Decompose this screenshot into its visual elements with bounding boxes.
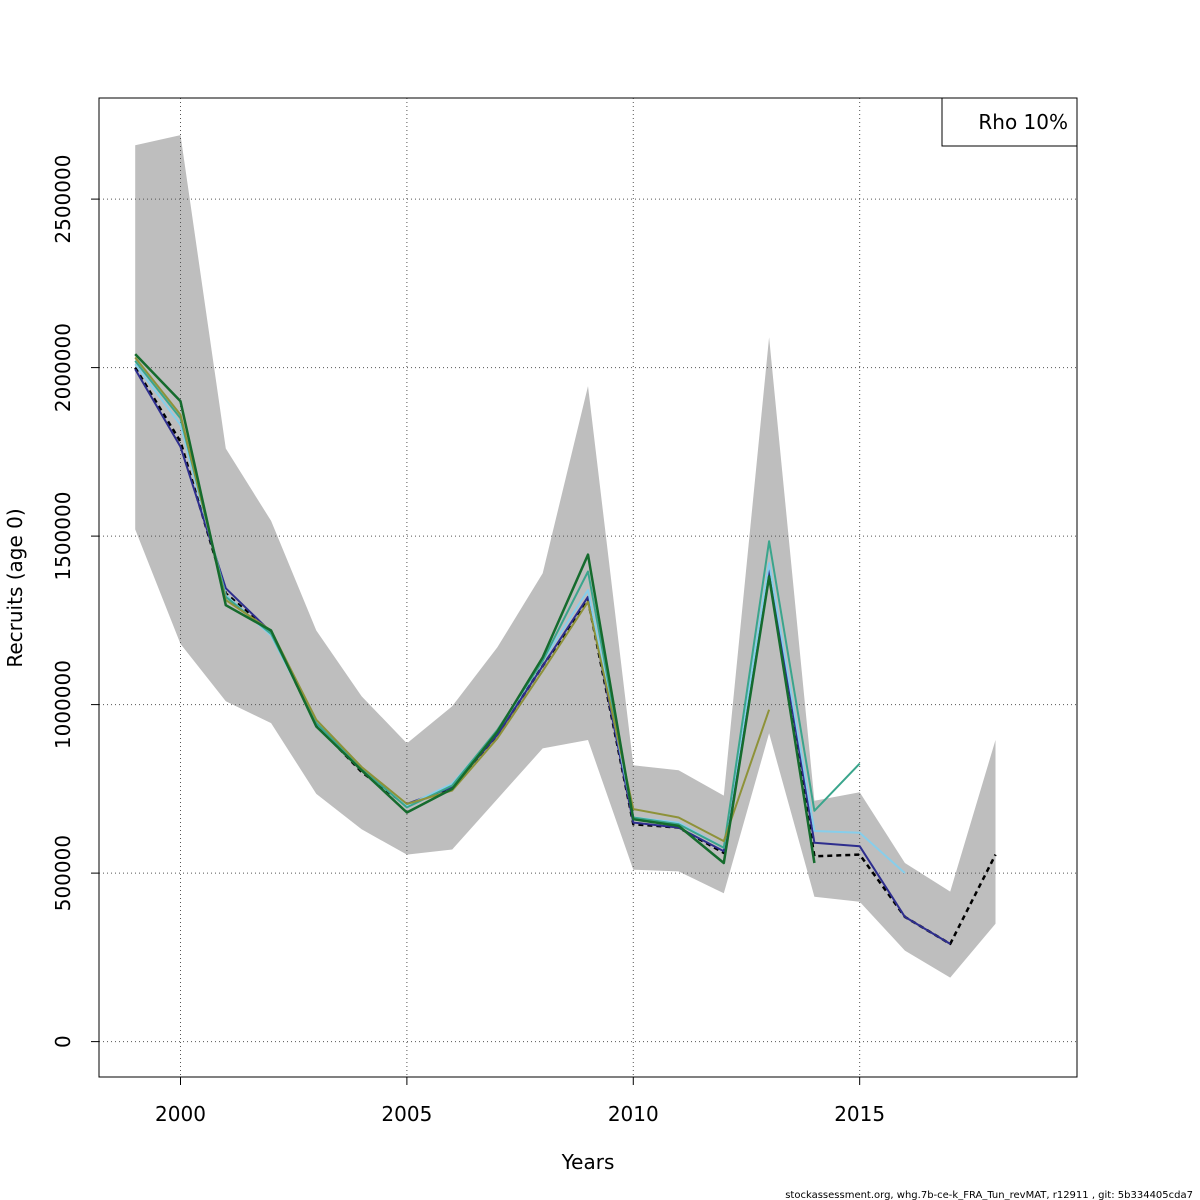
- y-tick-label-5: 2500000: [51, 155, 75, 244]
- confidence-band-layer: [135, 135, 996, 978]
- x-axis: 2000 2005 2010 2015: [155, 1077, 885, 1126]
- y-tick-label-2: 1000000: [51, 660, 75, 749]
- grid-layer: [99, 98, 1077, 1077]
- legend-box: Rho 10%: [941, 97, 1078, 147]
- y-tick-label-1: 500000: [51, 835, 75, 911]
- y-tick-label-0: 0: [51, 1035, 75, 1048]
- x-axis-label: Years: [561, 1150, 615, 1174]
- footer-credit: stockassessment.org, whg.7b-ce-k_FRA_Tun…: [785, 1190, 1193, 1200]
- y-axis: 0 500000 1000000 1500000 2000000 2500000: [51, 155, 99, 1048]
- y-tick-label-3: 1500000: [51, 492, 75, 581]
- x-tick-label-1: 2005: [381, 1102, 432, 1126]
- y-tick-label-4: 2000000: [51, 323, 75, 412]
- legend-text: Rho 10%: [978, 110, 1068, 134]
- series-line-5: [134, 356, 771, 843]
- x-tick-label-2: 2010: [608, 1102, 659, 1126]
- legend-frame: [941, 97, 1078, 147]
- series-line-6: [134, 353, 816, 865]
- x-tick-label-3: 2015: [834, 1102, 885, 1126]
- plot-frame: [98, 97, 1078, 1078]
- confidence-band: [135, 135, 996, 978]
- x-tick-label-0: 2000: [155, 1102, 206, 1126]
- y-axis-label: Recruits (age 0): [3, 508, 27, 667]
- series-layer: [134, 353, 997, 946]
